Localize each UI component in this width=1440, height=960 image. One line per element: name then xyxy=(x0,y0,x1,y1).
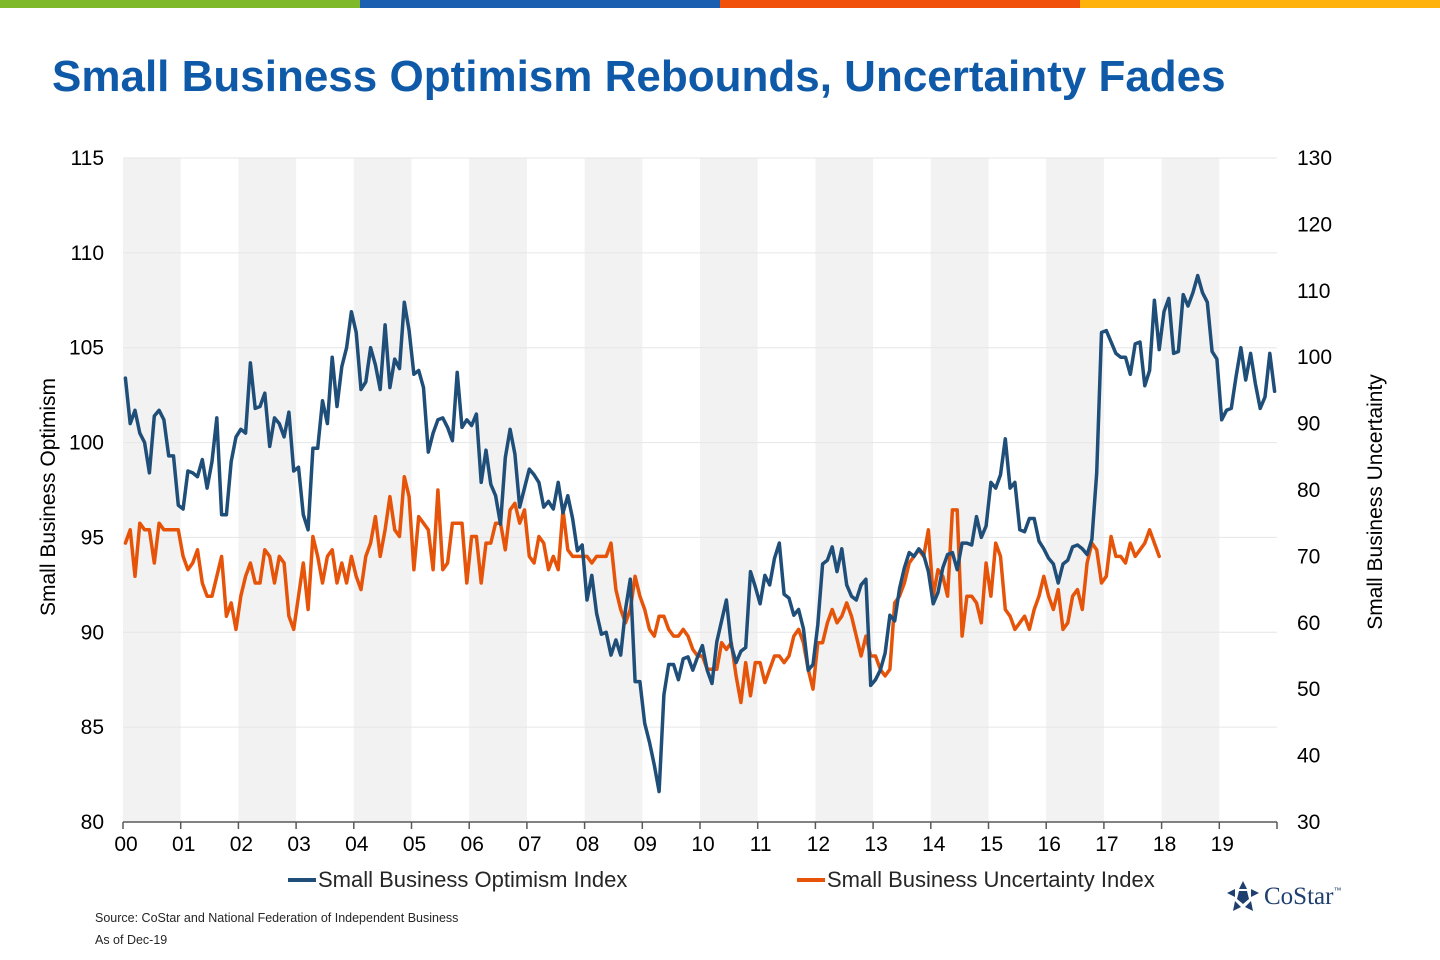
y-right-tick-label: 40 xyxy=(1297,745,1320,768)
x-tick-label: 09 xyxy=(634,833,657,856)
year-band xyxy=(700,158,758,822)
y-left-tick-label: 95 xyxy=(81,526,104,549)
y-right-tick-label: 120 xyxy=(1297,213,1332,236)
x-tick-label: 15 xyxy=(980,833,1003,856)
year-band xyxy=(815,158,874,822)
x-tick-label: 14 xyxy=(922,833,946,856)
y-left-tick-label: 115 xyxy=(71,147,104,170)
legend-swatch-uncertainty xyxy=(797,878,825,882)
costar-logo: CoStar ™ xyxy=(1226,880,1341,914)
y-left-tick-label: 85 xyxy=(81,716,104,739)
y-right-tick-label: 50 xyxy=(1297,678,1320,701)
legend-label-optimism: Small Business Optimism Index xyxy=(318,867,628,892)
y-right-tick-label: 80 xyxy=(1297,479,1320,502)
x-tick-label: 11 xyxy=(750,833,772,856)
series-lines xyxy=(123,273,1277,794)
legend-swatch-optimism xyxy=(288,878,316,882)
axes xyxy=(122,821,1278,829)
logo-text: CoStar xyxy=(1264,883,1334,910)
x-tick-label: 17 xyxy=(1095,833,1118,856)
y-left-tick-label: 105 xyxy=(69,337,104,360)
x-tick-label: 01 xyxy=(172,833,195,856)
y-left-tick-label: 110 xyxy=(71,242,104,265)
top-color-bar xyxy=(0,0,1440,8)
x-tick-label: 10 xyxy=(691,833,714,856)
year-band xyxy=(1161,158,1220,822)
y-left-tick-label: 90 xyxy=(81,621,104,644)
y-right-tick-label: 60 xyxy=(1297,612,1320,635)
y-axis-label-left: Small Business Optimism xyxy=(37,378,60,616)
y-right-tick-label: 70 xyxy=(1297,545,1320,568)
y-right-tick-label: 100 xyxy=(1297,346,1332,369)
logo-trademark: ™ xyxy=(1333,885,1342,895)
top-bar-green xyxy=(0,0,360,8)
y-right-tick-label: 30 xyxy=(1297,811,1320,834)
legend-label-uncertainty: Small Business Uncertainty Index xyxy=(827,867,1155,892)
x-tick-label: 00 xyxy=(114,833,137,856)
top-bar-yellow xyxy=(1080,0,1440,8)
legend-item-uncertainty: Small Business Uncertainty Index xyxy=(797,866,1155,894)
x-tick-label: 16 xyxy=(1038,833,1061,856)
year-band xyxy=(123,158,181,822)
costar-star-icon xyxy=(1227,881,1259,911)
series-line-uncertainty xyxy=(123,474,1161,705)
y-right-tick-label: 110 xyxy=(1297,280,1330,303)
as-of-note: As of Dec-19 xyxy=(95,933,168,947)
x-tick-label: 07 xyxy=(518,833,541,856)
x-tick-label: 03 xyxy=(287,833,310,856)
top-bar-blue xyxy=(360,0,720,8)
legend-item-optimism: Small Business Optimism Index xyxy=(288,866,627,894)
y-left-tick-label: 100 xyxy=(69,432,104,455)
x-tick-label: 13 xyxy=(864,833,887,856)
series-line-optimism xyxy=(123,273,1277,794)
source-note: Source: CoStar and National Federation o… xyxy=(95,911,459,925)
x-tick-label: 02 xyxy=(230,833,253,856)
y-right-tick-label: 130 xyxy=(1297,147,1332,170)
tick-labels: 00 01 02 03 04 05 06 07 08 09 10 11 12 13 14 15 16 17 18 19… xyxy=(69,147,1332,856)
y-left-tick-label: 80 xyxy=(81,811,104,834)
page-title: Small Business Optimism Rebounds, Uncert… xyxy=(52,52,1226,101)
x-tick-label: 19 xyxy=(1211,833,1234,856)
year-bands xyxy=(123,158,1220,822)
gridlines xyxy=(123,157,1277,728)
y-axis-label-right: Small Business Uncertainty xyxy=(1364,374,1387,630)
year-band xyxy=(930,158,989,822)
x-tick-label: 08 xyxy=(576,833,599,856)
x-tick-label: 12 xyxy=(807,833,830,856)
x-tick-label: 05 xyxy=(403,833,426,856)
year-band xyxy=(584,158,643,822)
x-tick-label: 06 xyxy=(461,833,484,856)
top-bar-orange xyxy=(720,0,1080,8)
year-band xyxy=(238,158,297,822)
x-tick-label: 18 xyxy=(1153,833,1176,856)
y-right-tick-label: 90 xyxy=(1297,413,1320,436)
x-tick-label: 04 xyxy=(345,833,369,856)
